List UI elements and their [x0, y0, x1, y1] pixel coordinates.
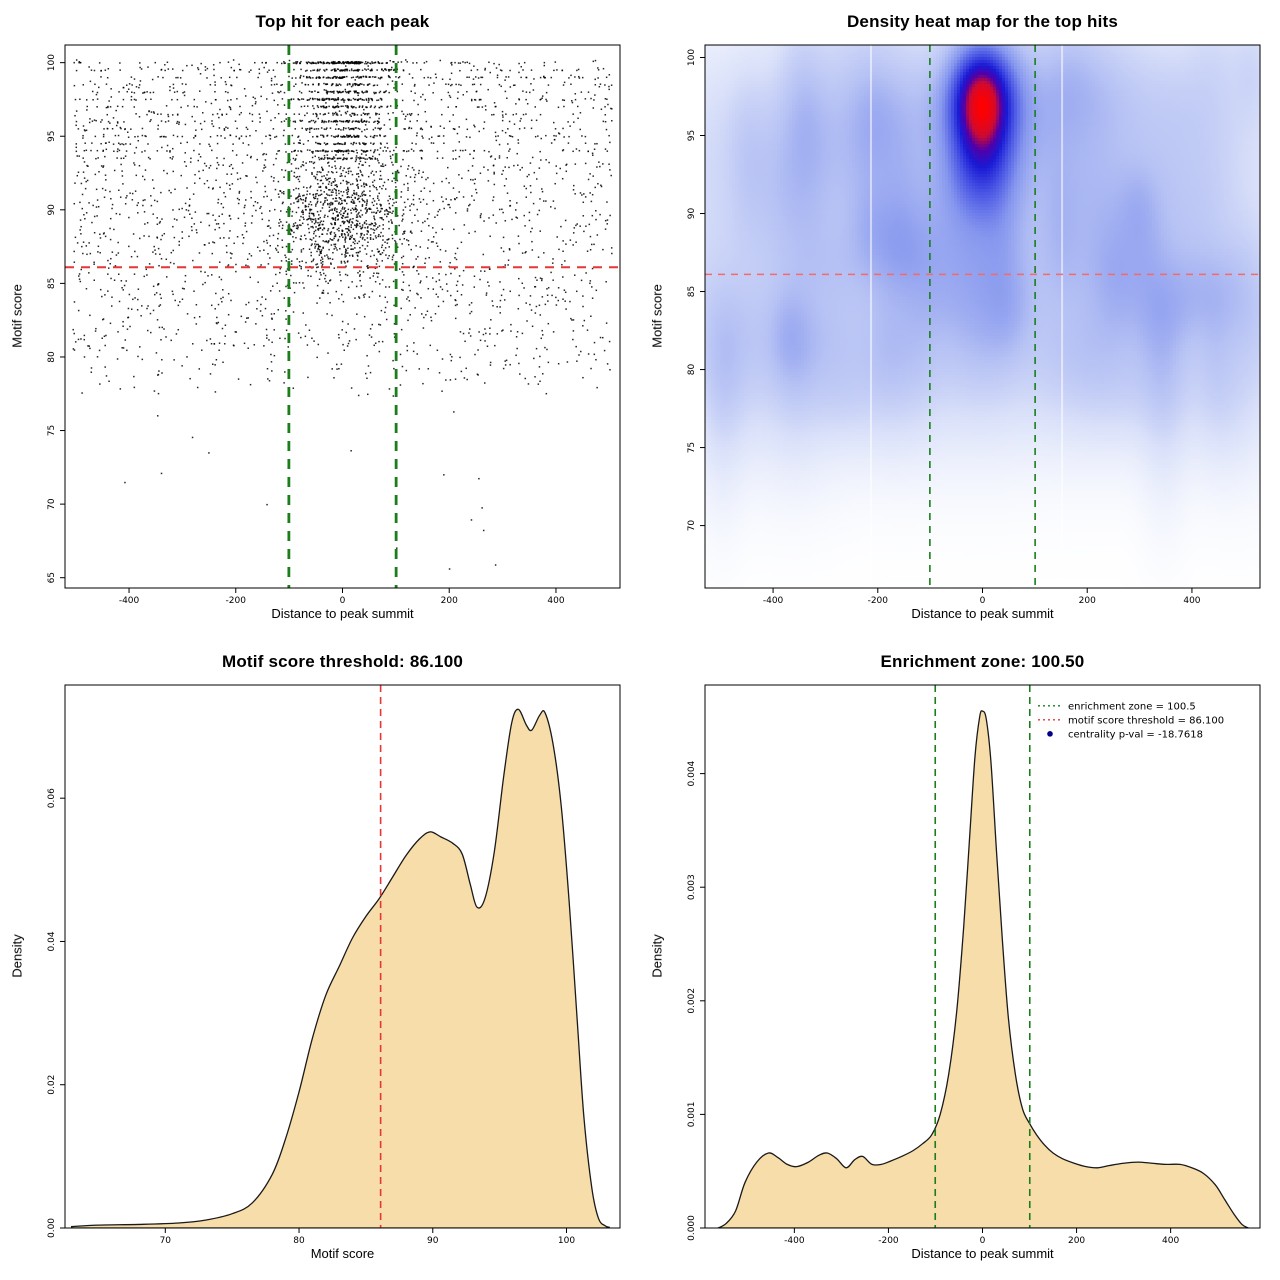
score-density-plot-canvas: [0, 640, 640, 1280]
x-axis-label: Distance to peak summit: [911, 1246, 1054, 1261]
x-axis-label: Motif score: [310, 1246, 375, 1261]
y-axis-label: Motif score: [649, 284, 665, 348]
chart-title: Density heat map for the top hits: [846, 12, 1119, 31]
x-axis-label: Distance to peak summit: [911, 606, 1054, 621]
chart-title: Enrichment zone: 100.50: [880, 652, 1085, 671]
distance-density-plot-canvas: [640, 640, 1280, 1280]
panel-top-hits-scatter: Top hit for each peak Distance to peak s…: [0, 0, 640, 640]
scatter-plot-canvas: [0, 0, 640, 640]
chart-title: Motif score threshold: 86.100: [221, 652, 464, 671]
x-axis-label: Distance to peak summit: [271, 606, 414, 621]
panel-motif-score-density: Motif score threshold: 86.100 Motif scor…: [0, 640, 640, 1280]
y-axis-label: Density: [9, 934, 25, 978]
chart-title: Top hit for each peak: [255, 12, 430, 31]
panel-distance-density: Enrichment zone: 100.50 Distance to peak…: [640, 640, 1280, 1280]
y-axis-label: Motif score: [9, 284, 25, 348]
y-axis-label: Density: [649, 934, 665, 978]
heatmap-plot-canvas: [640, 0, 1280, 640]
panel-density-heatmap: Density heat map for the top hits Distan…: [640, 0, 1280, 640]
